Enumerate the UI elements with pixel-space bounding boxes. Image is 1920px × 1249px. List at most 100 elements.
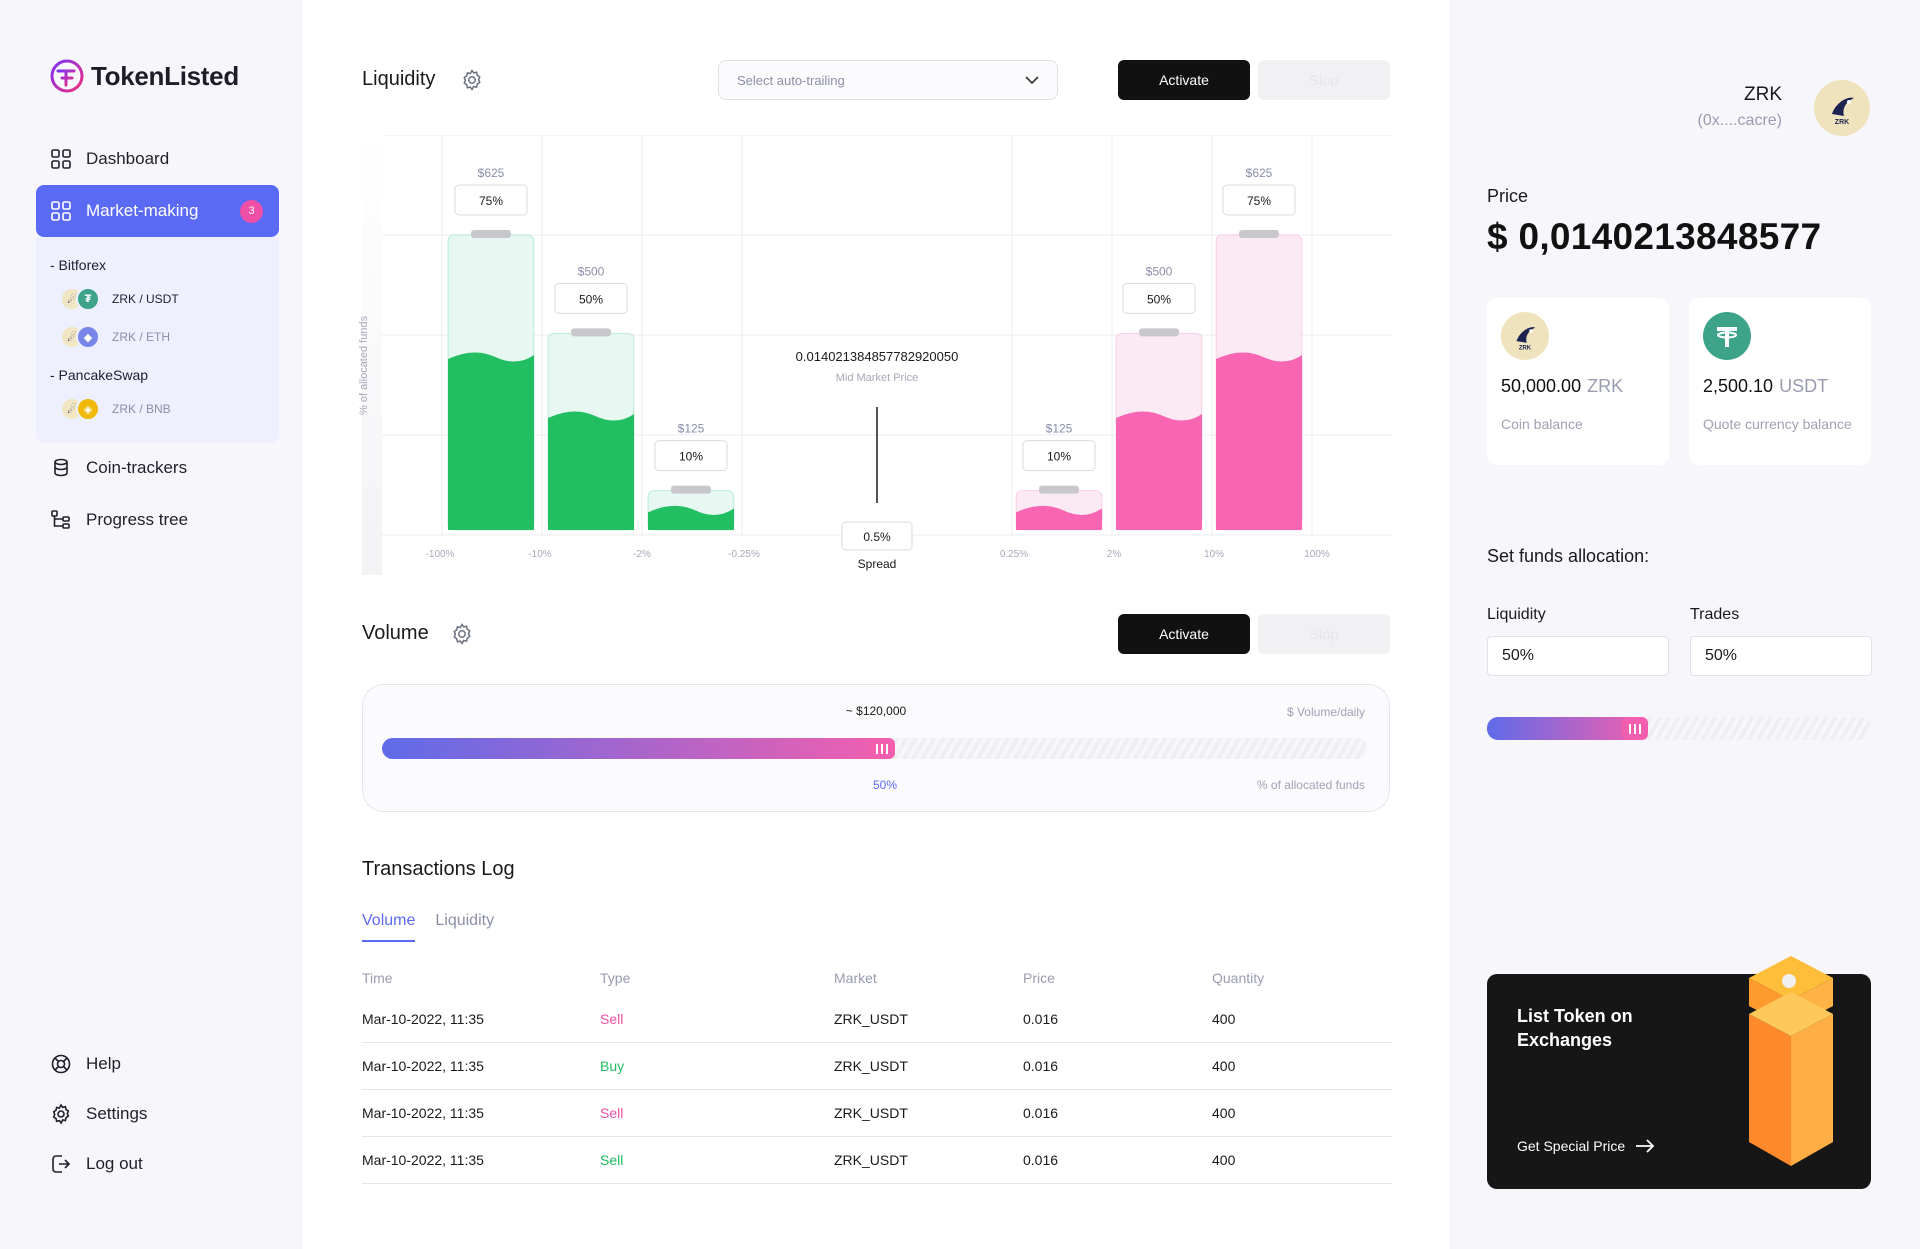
svg-text:ZRK: ZRK	[1835, 119, 1849, 126]
promo-card[interactable]: List Token on Exchanges Get Special Pric…	[1487, 956, 1871, 1189]
table-row[interactable]: Mar-10-2022, 11:35 Sell ZRK_USDT 0.016 4…	[362, 1137, 1392, 1184]
bar-percent-label: 75%	[479, 194, 503, 208]
liquidity-activate-button[interactable]: Activate	[1118, 60, 1250, 100]
app-logo[interactable]: TokenListed	[49, 58, 239, 94]
nav-coin-trackers[interactable]: Coin-trackers	[36, 442, 279, 494]
volume-settings-gear-icon[interactable]	[450, 622, 474, 646]
bar-handle	[1039, 485, 1079, 494]
exchange-pancakeswap[interactable]: - PancakeSwap	[50, 367, 149, 383]
nav-progress-tree[interactable]: Progress tree	[36, 494, 279, 546]
bar-percent-box	[1022, 440, 1096, 472]
nav-market-making[interactable]: Market-making 3	[36, 185, 279, 237]
pair-label: ZRK / ETH	[112, 330, 171, 344]
volume-title: Volume	[362, 622, 429, 644]
exchange-submenu: - Bitforex ☄ ₮ ZRK / USDT ☄ ◆ ZRK / ETH …	[36, 237, 279, 443]
table-row[interactable]: Mar-10-2022, 11:35 Sell ZRK_USDT 0.016 4…	[362, 1090, 1392, 1137]
cell-time: Mar-10-2022, 11:35	[362, 1152, 484, 1168]
nav-dashboard[interactable]: Dashboard	[36, 133, 279, 185]
volume-slider-handle[interactable]	[869, 738, 895, 759]
price-value: $ 0,0140213848577	[1487, 216, 1822, 257]
liquidity-stop-button[interactable]: Stop	[1258, 60, 1390, 100]
liquidity-settings-gear-icon[interactable]	[460, 68, 484, 92]
quote-balance-amount: 2,500.10 USDT	[1703, 376, 1829, 396]
nav-settings[interactable]: Settings	[36, 1088, 279, 1140]
tab-volume[interactable]: Volume	[362, 912, 416, 942]
nav-help[interactable]: Help	[36, 1038, 279, 1090]
bar-handle	[471, 230, 511, 238]
liquidity-allocation-label: Liquidity	[1487, 606, 1546, 623]
tether-icon	[1703, 312, 1751, 360]
trades-allocation-label: Trades	[1690, 606, 1740, 623]
liquidity-allocation-input[interactable]: 50%	[1487, 636, 1669, 676]
nav-label: Help	[86, 1054, 121, 1073]
liquidity-chart: % of allocated funds -100% -10% -2% -0.25% 0…	[358, 134, 1392, 575]
trades-allocation-input[interactable]: 50%	[1690, 636, 1872, 676]
tab-liquidity[interactable]: Liquidity	[435, 912, 495, 929]
auto-trailing-select[interactable]: Select auto-trailing	[718, 60, 1058, 100]
cell-time: Mar-10-2022, 11:35	[362, 1058, 484, 1074]
nav-label: Progress tree	[86, 510, 189, 529]
cell-type: Sell	[600, 1105, 624, 1121]
ethereum-icon: ◆	[76, 325, 100, 349]
x-tick-label: -100%	[426, 549, 455, 560]
bar-fill	[648, 505, 734, 530]
logo-icon	[50, 59, 84, 93]
bar-fill	[1216, 352, 1302, 530]
nav-label: Dashboard	[86, 149, 170, 168]
token-address[interactable]: (0x....cacre)	[1697, 112, 1782, 129]
transactions-table: Time Type Market Price Quantity Mar-10-2…	[362, 970, 1392, 1184]
logout-icon	[52, 1155, 71, 1173]
cell-market: ZRK_USDT	[834, 1152, 908, 1168]
liquidity-chart-svg: -100% -10% -2% -0.25% 0.25% 2% 10% 100% 75% $625 5…	[382, 134, 1392, 571]
arrow-right-icon	[1636, 1139, 1655, 1153]
bar-percent-box	[454, 184, 528, 216]
allocation-slider-handle[interactable]	[1622, 717, 1648, 740]
cell-market: ZRK_USDT	[834, 1058, 908, 1074]
bar-percent-label: 10%	[679, 450, 703, 464]
bar-fill	[548, 411, 634, 530]
zrk-token-avatar: ZRK	[1814, 80, 1870, 136]
bar-handle	[571, 328, 611, 337]
cell-type: Sell	[600, 1152, 624, 1168]
cell-market: ZRK_USDT	[834, 1011, 908, 1027]
volume-slider-track[interactable]	[382, 738, 1368, 759]
x-tick-label: -2%	[633, 549, 651, 560]
volume-activate-button[interactable]: Activate	[1118, 614, 1250, 654]
cell-time: Mar-10-2022, 11:35	[362, 1011, 484, 1027]
tether-icon: ₮	[76, 287, 100, 311]
column-header: Type	[600, 970, 631, 986]
cell-price: 0.016	[1023, 1152, 1059, 1168]
exchange-bitforex[interactable]: - Bitforex	[50, 257, 107, 273]
allocation-slider-track[interactable]	[1487, 717, 1871, 740]
pair-zrk-bnb[interactable]: ☄ ◈ ZRK / BNB	[60, 397, 171, 421]
svg-text:ZRK: ZRK	[1519, 346, 1532, 352]
volume-stop-button[interactable]: Stop	[1258, 614, 1390, 654]
price-label: Price	[1487, 186, 1529, 206]
cell-price: 0.016	[1023, 1105, 1059, 1121]
cell-price: 0.016	[1023, 1058, 1059, 1074]
app-name: TokenListed	[91, 60, 239, 91]
coins-icon	[54, 458, 68, 477]
cell-quantity: 400	[1212, 1058, 1236, 1074]
cell-price: 0.016	[1023, 1011, 1059, 1027]
bar-fill	[1016, 505, 1102, 530]
nav-label: Market-making	[86, 201, 199, 220]
nav-logout[interactable]: Log out	[36, 1138, 279, 1190]
spread-value: 0.5%	[863, 530, 891, 544]
grid-icon	[51, 149, 71, 169]
bar-percent-box	[1122, 282, 1196, 314]
tree-icon	[51, 510, 70, 529]
pair-zrk-usdt[interactable]: ☄ ₮ ZRK / USDT	[60, 287, 179, 311]
volume-slider-fill	[382, 738, 895, 759]
pair-zrk-eth[interactable]: ☄ ◆ ZRK / ETH	[60, 325, 170, 349]
transactions-tabs: Volume Liquidity	[362, 912, 494, 942]
cell-market: ZRK_USDT	[834, 1105, 908, 1121]
bar-amount-label: $625	[1246, 166, 1273, 180]
table-row[interactable]: Mar-10-2022, 11:35 Sell ZRK_USDT 0.016 4…	[362, 996, 1392, 1043]
get-special-price-link[interactable]: Get Special Price	[1517, 1138, 1655, 1154]
bnb-icon: ◈	[76, 397, 100, 421]
mid-market-price-label: Mid Market Price	[836, 372, 919, 384]
x-tick-label: -0.25%	[728, 549, 760, 560]
volume-panel: ~ $120,000 $ Volume/daily 50% % of alloc…	[362, 684, 1390, 812]
table-row[interactable]: Mar-10-2022, 11:35 Buy ZRK_USDT 0.016 40…	[362, 1043, 1392, 1090]
